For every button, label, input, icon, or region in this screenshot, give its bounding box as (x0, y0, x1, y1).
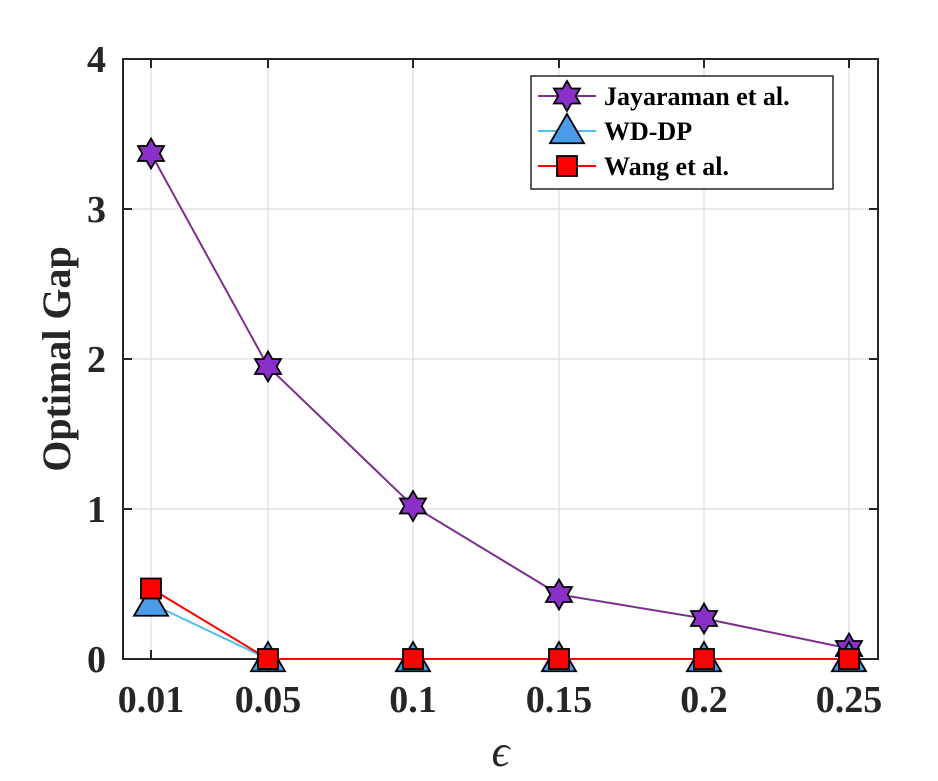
data-point (398, 489, 428, 523)
data-point (132, 584, 170, 617)
legend-label: Jayaraman et al. (604, 82, 790, 111)
x-axis-label: ϵ (492, 727, 512, 776)
legend-marker (556, 155, 578, 177)
y-axis-label: Optimal Gap (34, 246, 79, 472)
x-tick-label: 0.1 (389, 679, 437, 721)
legend-marker (548, 112, 586, 145)
legend-label: WD-DP (604, 117, 692, 146)
data-point (136, 136, 166, 171)
x-tick-label: 0.05 (235, 679, 302, 721)
axis-ticks: 0.01 0.05 0.1 0.15 0.2 0.25 0 1 2 3 4 (87, 39, 882, 721)
data-point (253, 349, 283, 384)
data-point (257, 648, 279, 670)
series-2 (140, 577, 860, 670)
data-point (689, 601, 719, 636)
y-tick-label: 4 (87, 39, 106, 81)
series-line (150, 153, 850, 650)
x-tick-label: 0.2 (680, 679, 728, 721)
legend-marker (552, 79, 582, 113)
legend-label: Wang et al. (604, 152, 729, 181)
y-tick-label: 0 (87, 639, 106, 681)
x-tick-label: 0.01 (118, 679, 185, 721)
data-point (544, 577, 574, 612)
data-point (693, 648, 715, 670)
series-layer (132, 136, 868, 673)
series-line (150, 587, 849, 660)
data-point (838, 648, 860, 670)
legend-box (530, 75, 834, 190)
data-point (548, 648, 570, 670)
data-point (140, 577, 162, 600)
legend: Jayaraman et al. WD-DP Wang et al. (530, 75, 834, 190)
y-tick-label: 1 (87, 489, 106, 531)
y-tick-label: 2 (87, 339, 106, 381)
data-point (402, 648, 424, 670)
y-tick-label: 3 (87, 189, 106, 231)
x-tick-label: 0.15 (526, 679, 593, 721)
x-tick-label: 0.25 (816, 679, 883, 721)
